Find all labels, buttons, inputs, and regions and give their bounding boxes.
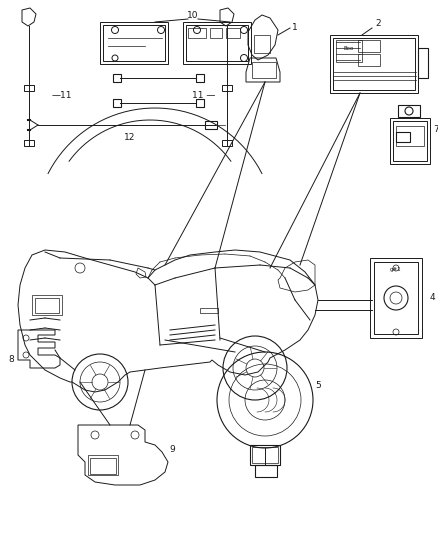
Bar — [183, 22, 251, 64]
Bar — [336, 40, 362, 62]
Bar — [222, 85, 232, 91]
Bar — [390, 118, 430, 164]
Bar — [222, 140, 232, 146]
Bar — [374, 262, 418, 334]
Bar — [396, 132, 410, 142]
Text: 10: 10 — [187, 11, 199, 20]
Bar — [196, 74, 204, 82]
Text: g#1: g#1 — [390, 268, 402, 272]
Text: 1: 1 — [292, 23, 298, 33]
Bar — [250, 445, 280, 465]
Bar — [333, 38, 415, 90]
Bar — [186, 25, 248, 61]
Text: 5: 5 — [315, 381, 321, 390]
Bar — [210, 28, 222, 38]
Bar — [24, 140, 34, 146]
Bar — [330, 35, 418, 93]
Text: 8: 8 — [8, 356, 14, 365]
Bar — [358, 54, 380, 66]
Bar — [90, 458, 116, 474]
Bar — [226, 28, 240, 38]
Bar — [396, 126, 424, 146]
Bar — [32, 295, 62, 315]
Bar — [103, 25, 165, 61]
Bar — [113, 99, 121, 107]
Bar — [188, 28, 206, 38]
Bar — [358, 40, 380, 52]
Bar — [100, 22, 168, 64]
Bar — [252, 62, 276, 78]
Text: 9: 9 — [169, 446, 175, 455]
Bar — [370, 258, 422, 338]
Bar — [35, 298, 59, 313]
Text: 11 —: 11 — — [192, 91, 215, 100]
Text: 4: 4 — [429, 294, 435, 303]
Bar — [418, 48, 428, 78]
Bar — [393, 121, 427, 161]
Text: Boo: Boo — [344, 45, 354, 51]
Bar — [113, 74, 121, 82]
Text: —11: —11 — [52, 91, 73, 100]
Bar — [255, 465, 277, 477]
Text: 12: 12 — [124, 133, 136, 141]
Bar — [24, 85, 34, 91]
Text: 2: 2 — [375, 19, 381, 28]
Text: 7: 7 — [433, 125, 438, 134]
Bar — [398, 105, 420, 117]
Bar — [252, 447, 278, 463]
Bar — [196, 99, 204, 107]
Bar — [205, 121, 217, 129]
Bar — [200, 308, 218, 313]
Bar — [254, 35, 270, 53]
Bar — [88, 455, 118, 475]
